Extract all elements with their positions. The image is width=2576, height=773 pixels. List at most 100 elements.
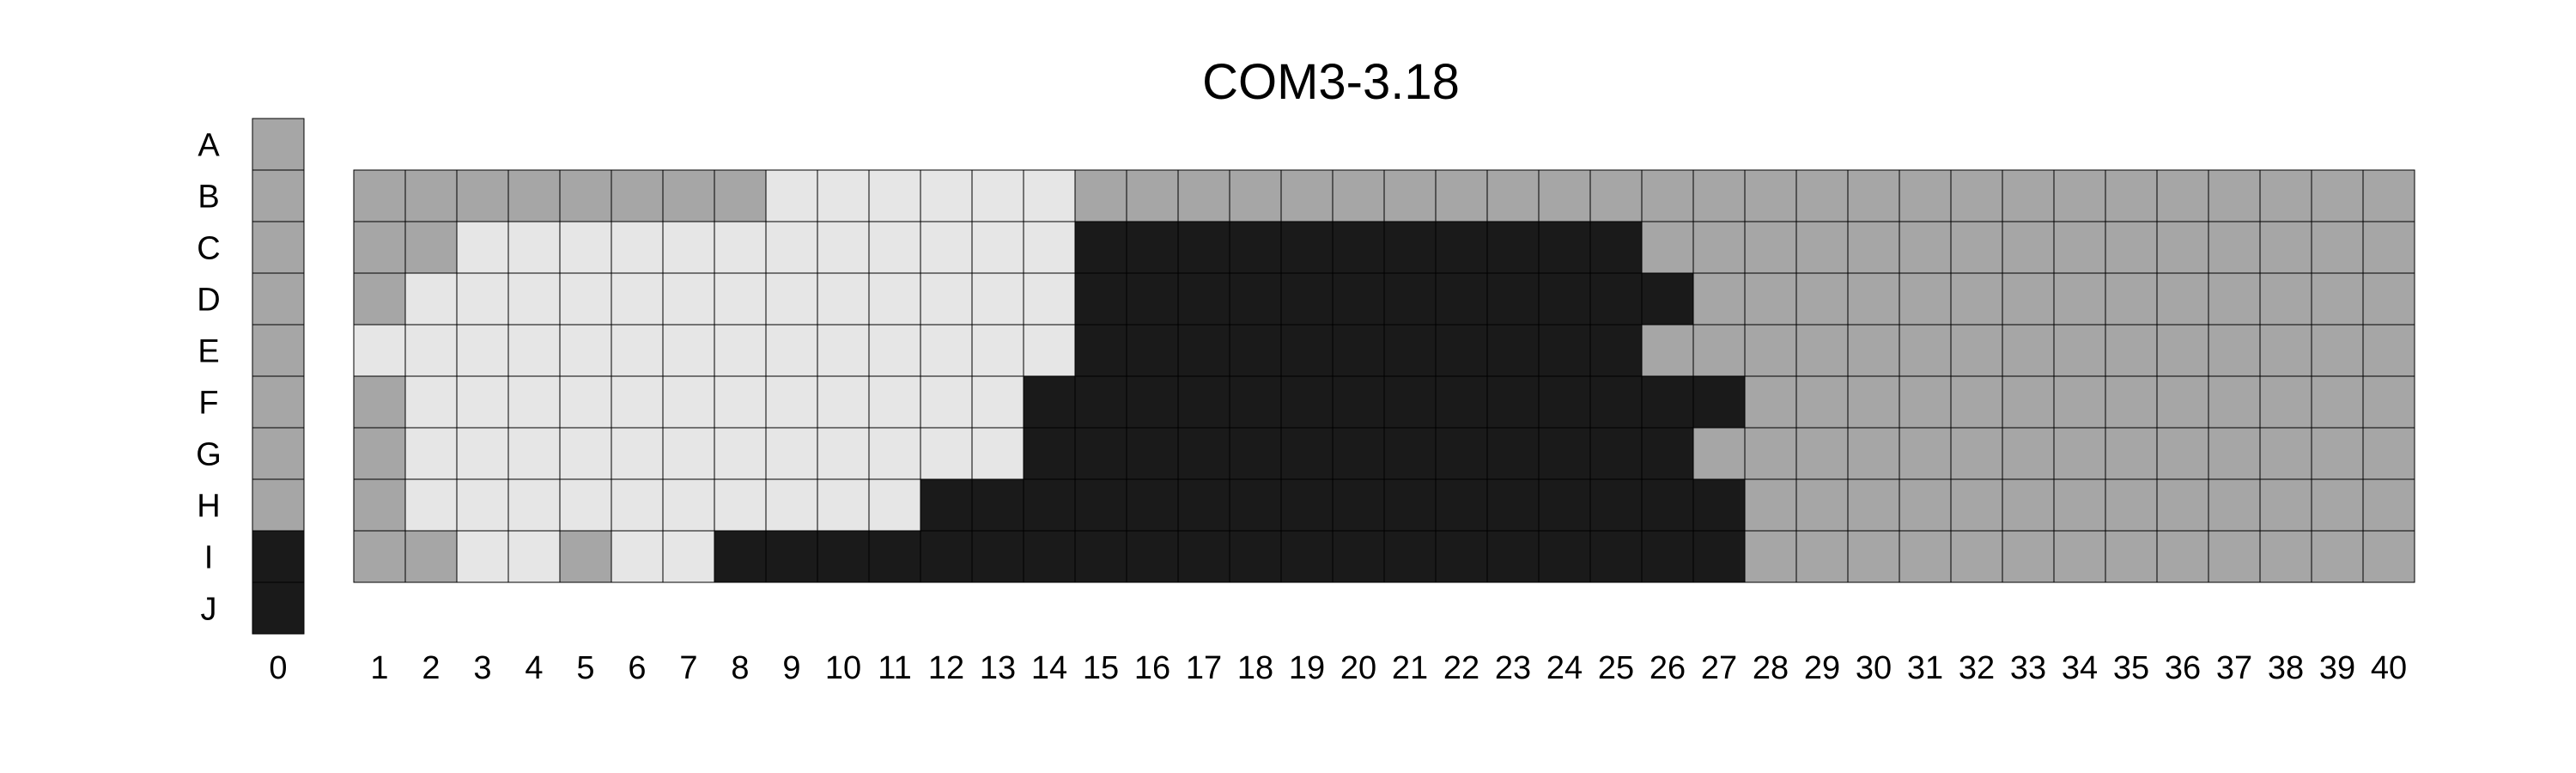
cell-g-20 bbox=[1332, 427, 1385, 480]
cell-c-2 bbox=[404, 221, 458, 274]
column-label-8: 8 bbox=[731, 650, 749, 686]
cell-b-4 bbox=[507, 169, 561, 222]
cell-i-14 bbox=[1023, 530, 1076, 583]
row-label-h: H bbox=[197, 489, 220, 525]
chart-title: COM3-3.18 bbox=[1202, 54, 1460, 110]
cell-e-11 bbox=[868, 324, 921, 377]
cell-f-7 bbox=[662, 375, 715, 429]
cell-d-39 bbox=[2311, 272, 2364, 326]
cell-c-22 bbox=[1435, 221, 1488, 274]
cell-f-40 bbox=[2362, 375, 2415, 429]
column-label-12: 12 bbox=[928, 650, 964, 686]
cell-d-12 bbox=[920, 272, 973, 326]
cell-h-21 bbox=[1383, 478, 1437, 532]
cell-g-11 bbox=[868, 427, 921, 480]
cell-e-17 bbox=[1177, 324, 1230, 377]
cell-f-8 bbox=[714, 375, 767, 429]
cell-i-5 bbox=[559, 530, 612, 583]
cell-f-24 bbox=[1538, 375, 1591, 429]
cell-c-31 bbox=[1899, 221, 1952, 274]
cell-g-17 bbox=[1177, 427, 1230, 480]
cell-b-37 bbox=[2208, 169, 2261, 222]
cell-i-32 bbox=[1950, 530, 2003, 583]
column-labels: 0 1 2 3 4 5 6 7 8 9 10 11 12 13 14 15 16 17 18 19 20 21 22 23 24… bbox=[269, 650, 2407, 686]
cell-g-38 bbox=[2259, 427, 2312, 480]
cell-b-40 bbox=[2362, 169, 2415, 222]
cell-c-9 bbox=[765, 221, 818, 274]
column-label-31: 31 bbox=[1907, 650, 1943, 686]
cell-d-7 bbox=[662, 272, 715, 326]
cell-h-17 bbox=[1177, 478, 1230, 532]
cell-b-25 bbox=[1589, 169, 1643, 222]
cell-i-26 bbox=[1641, 530, 1694, 583]
cell-f-39 bbox=[2311, 375, 2364, 429]
row-label-f: F bbox=[198, 386, 218, 422]
cell-d-38 bbox=[2259, 272, 2312, 326]
cell-g-34 bbox=[2053, 427, 2106, 480]
cell-c-7 bbox=[662, 221, 715, 274]
cell-e-26 bbox=[1641, 324, 1694, 377]
cell-c-29 bbox=[1795, 221, 1849, 274]
cell-e-0 bbox=[252, 324, 305, 377]
cell-b-26 bbox=[1641, 169, 1694, 222]
row-label-b: B bbox=[197, 180, 219, 216]
cell-b-22 bbox=[1435, 169, 1488, 222]
cell-e-4 bbox=[507, 324, 561, 377]
column-label-10: 10 bbox=[825, 650, 861, 686]
cell-d-0 bbox=[252, 272, 305, 326]
cell-b-15 bbox=[1074, 169, 1127, 222]
column-label-26: 26 bbox=[1649, 650, 1686, 686]
column-label-9: 9 bbox=[782, 650, 800, 686]
cell-i-21 bbox=[1383, 530, 1437, 583]
cell-d-1 bbox=[353, 272, 406, 326]
cell-h-19 bbox=[1280, 478, 1334, 532]
cell-c-11 bbox=[868, 221, 921, 274]
cell-b-32 bbox=[1950, 169, 2003, 222]
row-label-g: G bbox=[196, 437, 222, 473]
cell-h-20 bbox=[1332, 478, 1385, 532]
cell-c-8 bbox=[714, 221, 767, 274]
cell-h-11 bbox=[868, 478, 921, 532]
cell-g-21 bbox=[1383, 427, 1437, 480]
cell-e-33 bbox=[2002, 324, 2055, 377]
cell-i-6 bbox=[611, 530, 664, 583]
cell-g-1 bbox=[353, 427, 406, 480]
cell-c-18 bbox=[1229, 221, 1282, 274]
cell-h-27 bbox=[1692, 478, 1746, 532]
column-label-0: 0 bbox=[269, 650, 287, 686]
cell-h-8 bbox=[714, 478, 767, 532]
cell-f-36 bbox=[2156, 375, 2209, 429]
cell-b-0 bbox=[252, 169, 305, 222]
cell-h-32 bbox=[1950, 478, 2003, 532]
cell-b-12 bbox=[920, 169, 973, 222]
cell-d-35 bbox=[2105, 272, 2158, 326]
cell-b-14 bbox=[1023, 169, 1076, 222]
cell-g-29 bbox=[1795, 427, 1849, 480]
column-label-39: 39 bbox=[2319, 650, 2355, 686]
cell-j-0 bbox=[252, 581, 305, 635]
cell-d-23 bbox=[1486, 272, 1540, 326]
cell-g-23 bbox=[1486, 427, 1540, 480]
cell-h-5 bbox=[559, 478, 612, 532]
cell-e-18 bbox=[1229, 324, 1282, 377]
cell-d-37 bbox=[2208, 272, 2261, 326]
cell-c-40 bbox=[2362, 221, 2415, 274]
column-label-7: 7 bbox=[679, 650, 697, 686]
cell-e-39 bbox=[2311, 324, 2364, 377]
cell-e-7 bbox=[662, 324, 715, 377]
column-label-19: 19 bbox=[1289, 650, 1325, 686]
cell-d-30 bbox=[1847, 272, 1900, 326]
cell-c-19 bbox=[1280, 221, 1334, 274]
cell-d-5 bbox=[559, 272, 612, 326]
column-label-5: 5 bbox=[576, 650, 594, 686]
cell-h-22 bbox=[1435, 478, 1488, 532]
cell-f-2 bbox=[404, 375, 458, 429]
cell-g-19 bbox=[1280, 427, 1334, 480]
cell-c-0 bbox=[252, 221, 305, 274]
cell-f-34 bbox=[2053, 375, 2106, 429]
cell-c-25 bbox=[1589, 221, 1643, 274]
column-label-20: 20 bbox=[1340, 650, 1376, 686]
cell-d-32 bbox=[1950, 272, 2003, 326]
cell-h-4 bbox=[507, 478, 561, 532]
cell-g-5 bbox=[559, 427, 612, 480]
